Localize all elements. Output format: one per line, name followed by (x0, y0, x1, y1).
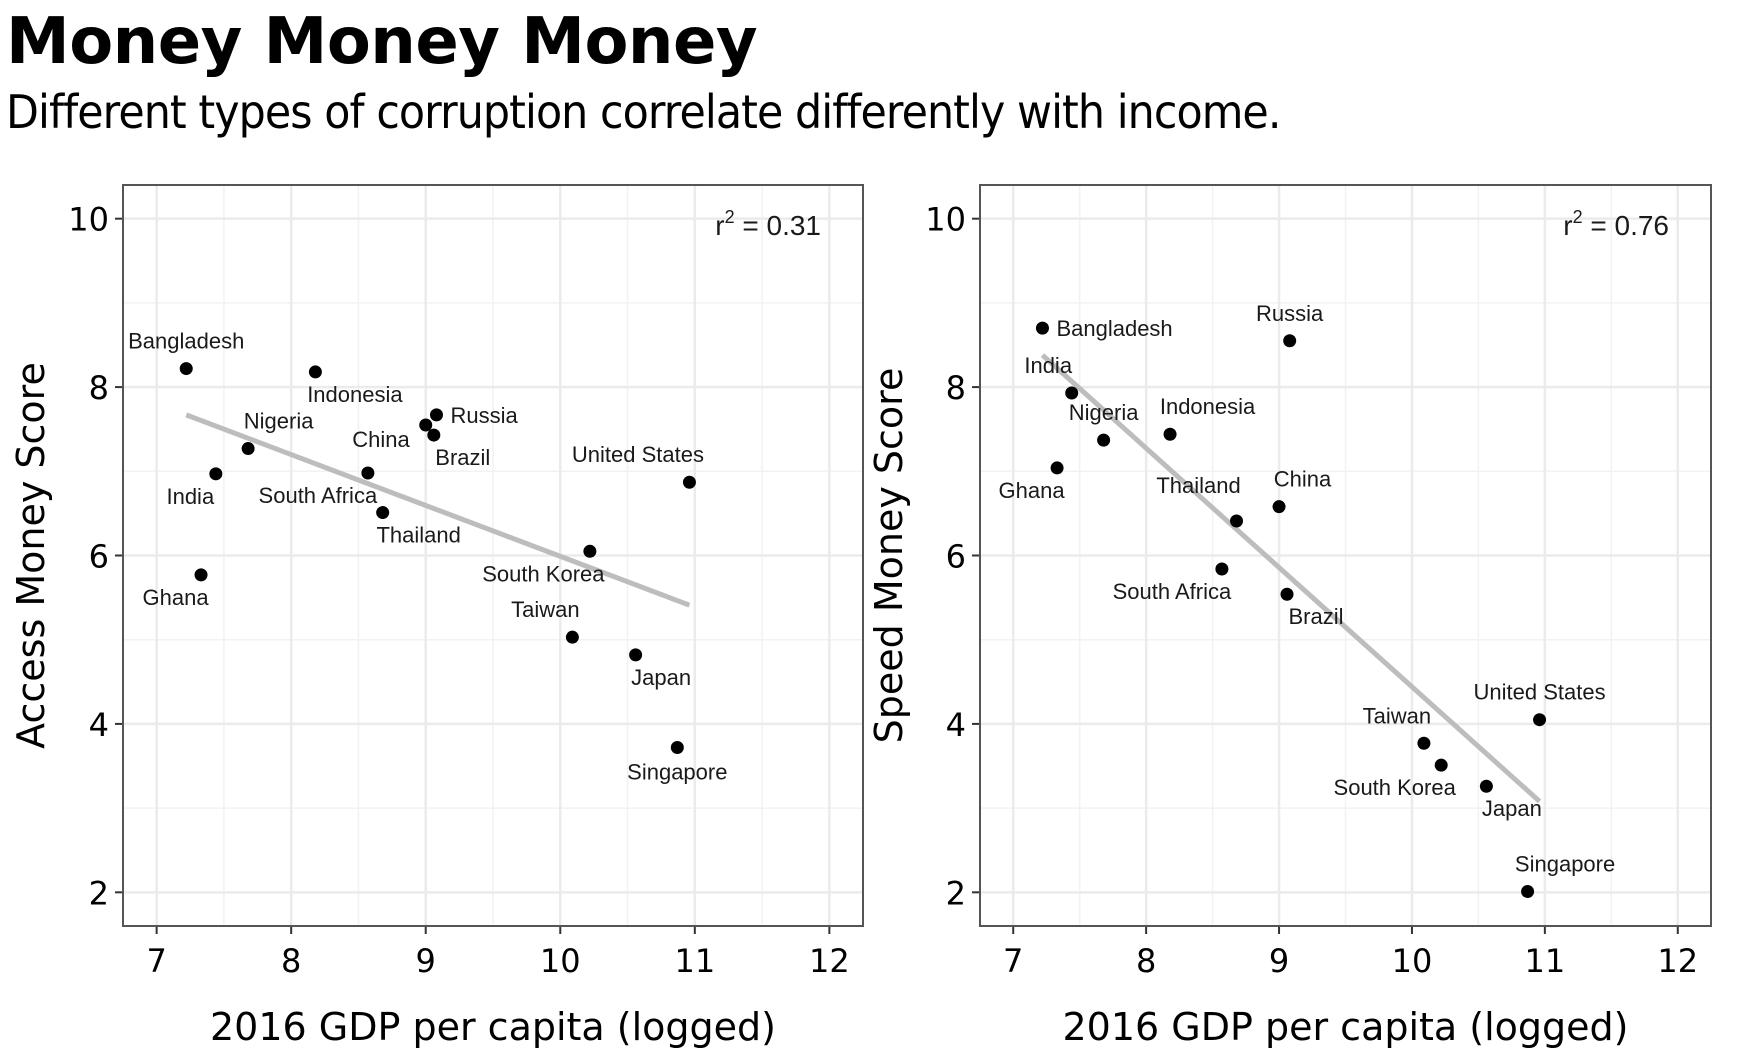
data-point (629, 648, 643, 662)
y-tick-label: 6 (946, 538, 966, 576)
x-tick-label: 8 (281, 942, 301, 980)
chart-title: Money Money Money (6, 5, 758, 79)
x-tick-label: 11 (674, 942, 715, 980)
r-squared-annotation: r2 = 0.31 (715, 207, 821, 241)
data-point (670, 740, 684, 754)
data-point (1434, 758, 1448, 772)
r-squared-annotation: r2 = 0.76 (1563, 207, 1669, 241)
data-point (1283, 334, 1297, 348)
y-tick-label: 6 (89, 538, 109, 576)
data-point (376, 506, 390, 520)
y-tick-label: 2 (946, 874, 966, 912)
x-tick-label: 9 (416, 942, 436, 980)
x-axis-title: 2016 GDP per capita (logged) (1062, 1005, 1628, 1049)
x-tick-label: 7 (146, 942, 166, 980)
plot-frame (122, 184, 864, 927)
data-point (583, 544, 597, 558)
point-label: India (1024, 353, 1072, 378)
data-point (1215, 562, 1229, 576)
point-label: South Africa (259, 483, 378, 508)
point-label: United States (1474, 680, 1606, 705)
data-point (565, 630, 579, 644)
point-label: Russia (450, 403, 518, 428)
y-tick-label: 8 (946, 369, 966, 407)
y-tick-label: 4 (946, 706, 966, 744)
access-money-panel: 7 8 9 10 11 12 2 4 6 8 10 Bangladesh Indonesia Russia… (9, 184, 864, 1049)
point-label: Thailand (1156, 473, 1240, 498)
data-point (427, 428, 441, 442)
data-point (308, 365, 322, 379)
trend-line (185, 412, 691, 608)
trend-line (1040, 353, 1542, 804)
data-point (361, 466, 375, 480)
point-label: China (352, 427, 410, 452)
data-point (209, 467, 223, 481)
data-point (1035, 321, 1049, 335)
point-label: Nigeria (244, 409, 314, 434)
data-point (194, 568, 208, 582)
point-label: South Korea (1334, 775, 1457, 800)
point-label: Singapore (627, 759, 727, 784)
data-point (1230, 514, 1244, 528)
point-label: Brazil (1289, 604, 1344, 629)
data-point (1065, 386, 1079, 400)
point-label: Taiwan (1363, 703, 1431, 728)
x-tick-label: 10 (1392, 942, 1433, 980)
data-point (1097, 433, 1111, 447)
data-point (682, 475, 696, 489)
x-tick-label: 7 (1003, 942, 1023, 980)
data-point (1050, 461, 1064, 475)
x-tick-label: 11 (1525, 942, 1566, 980)
data-point (1521, 884, 1535, 898)
data-point (1533, 713, 1547, 727)
point-label: South Africa (1113, 579, 1232, 604)
y-axis-title: Speed Money Score (867, 368, 911, 744)
x-axis-title: 2016 GDP per capita (logged) (210, 1005, 776, 1049)
point-label: Indonesia (307, 382, 403, 407)
point-label: Bangladesh (128, 329, 244, 354)
x-tick-label: 8 (1136, 942, 1156, 980)
y-tick-label: 10 (925, 201, 966, 239)
point-label: Japan (1482, 796, 1542, 821)
data-point (241, 442, 255, 456)
y-tick-label: 2 (89, 874, 109, 912)
y-axis-title: Access Money Score (9, 362, 53, 749)
point-label: South Korea (482, 561, 605, 586)
speed-money-panel: 7 8 9 10 11 12 2 4 6 8 10 Bangladesh Russia India Nige… (867, 184, 1712, 1049)
data-point (1272, 500, 1286, 514)
x-tick-label: 12 (809, 942, 850, 980)
data-point (1479, 779, 1493, 793)
y-tick-label: 4 (89, 706, 109, 744)
data-point (419, 418, 433, 432)
point-label: Russia (1256, 301, 1324, 326)
point-label: China (1274, 467, 1332, 492)
x-tick-label: 10 (540, 942, 581, 980)
point-label: Taiwan (511, 597, 579, 622)
x-tick-label: 12 (1657, 942, 1698, 980)
point-label: Nigeria (1069, 400, 1139, 425)
point-label: Japan (631, 665, 691, 690)
point-label: Ghana (999, 478, 1066, 503)
y-tick-label: 10 (68, 201, 109, 239)
y-tick-label: 8 (89, 369, 109, 407)
point-label: Bangladesh (1056, 316, 1172, 341)
data-point (179, 362, 193, 376)
point-label: Singapore (1515, 851, 1615, 876)
point-label: United States (572, 442, 704, 467)
point-label: India (166, 484, 214, 509)
x-tick-label: 9 (1269, 942, 1289, 980)
chart-subtitle: Different types of corruption correlate … (6, 85, 1281, 139)
data-point (1163, 427, 1177, 441)
plot-frame (979, 184, 1712, 927)
data-point (1280, 587, 1294, 601)
point-label: Ghana (143, 585, 210, 610)
data-point (1417, 736, 1431, 750)
point-label: Brazil (435, 445, 490, 470)
data-point (429, 408, 443, 422)
point-label: Thailand (376, 523, 460, 548)
point-label: Indonesia (1160, 394, 1256, 419)
